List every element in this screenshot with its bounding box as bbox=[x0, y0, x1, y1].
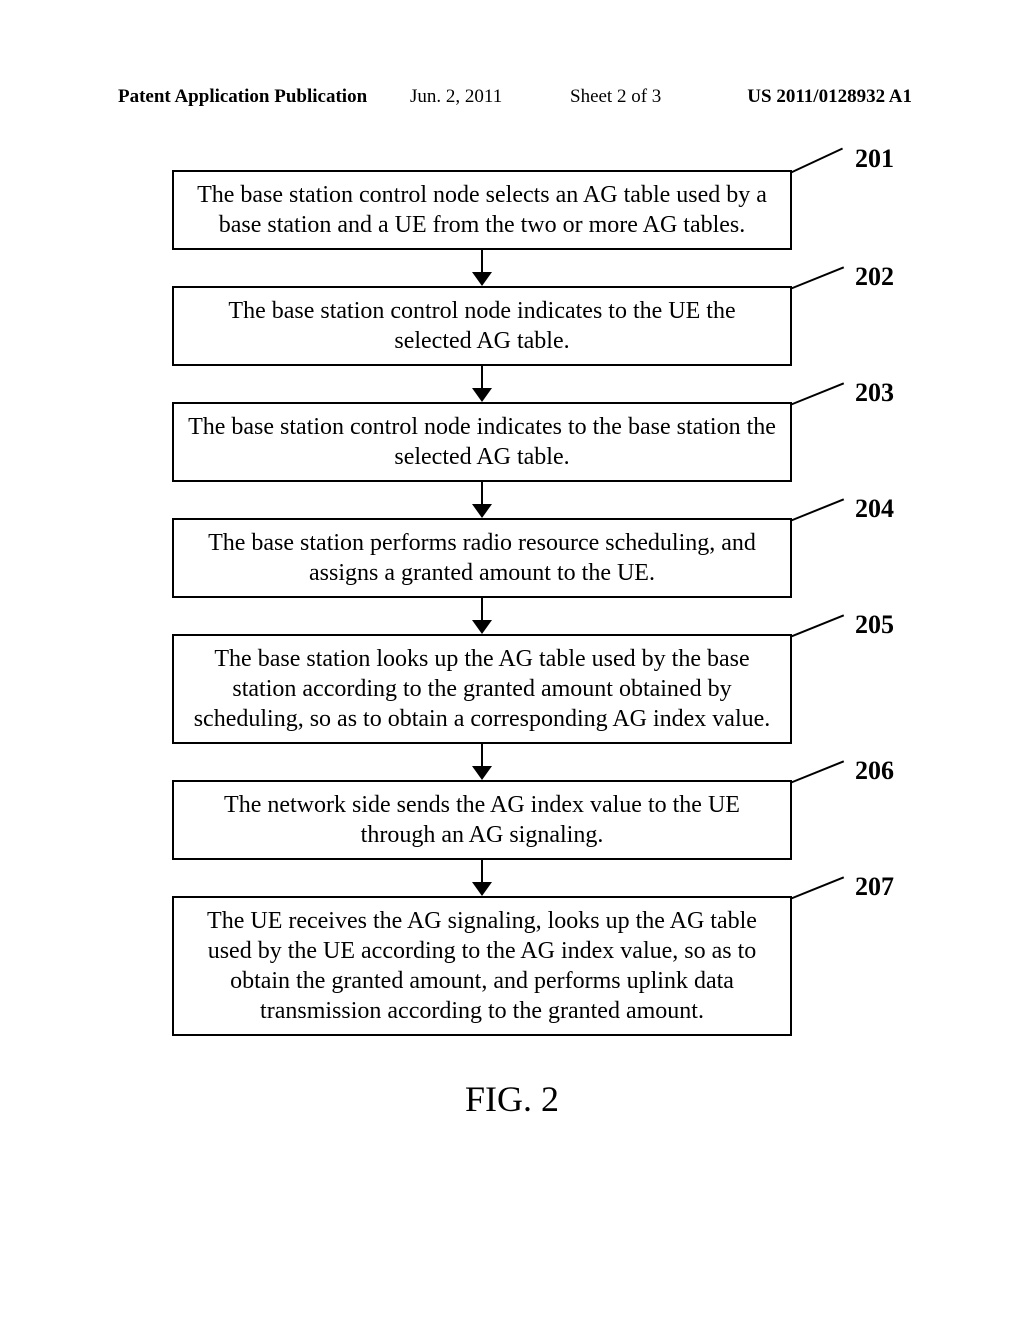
flow-box-text: The UE receives the AG signaling, looks … bbox=[207, 908, 757, 1024]
flow-box: The base station looks up the AG table u… bbox=[172, 634, 792, 744]
leader-line bbox=[790, 266, 845, 290]
step-label: 206 bbox=[855, 756, 894, 786]
flow-box: The UE receives the AG signaling, looks … bbox=[172, 896, 792, 1036]
flow-box-text: The base station control node indicates … bbox=[228, 298, 735, 354]
flow-arrow bbox=[172, 250, 792, 286]
leader-line bbox=[790, 614, 845, 638]
flow-step: 206The network side sends the AG index v… bbox=[152, 780, 872, 860]
flow-box-text: The base station control node selects an… bbox=[197, 182, 767, 238]
flow-step: 205The base station looks up the AG tabl… bbox=[152, 634, 872, 744]
arrow-head-icon bbox=[472, 620, 492, 634]
leader-line bbox=[790, 148, 843, 174]
flow-step: 203The base station control node indicat… bbox=[152, 402, 872, 482]
sheet-label: Sheet 2 of 3 bbox=[570, 86, 661, 108]
flow-box: The base station control node indicates … bbox=[172, 402, 792, 482]
step-label: 205 bbox=[855, 610, 894, 640]
arrow-head-icon bbox=[472, 272, 492, 286]
flow-arrow bbox=[172, 482, 792, 518]
flow-box: The base station performs radio resource… bbox=[172, 518, 792, 598]
leader-line bbox=[790, 382, 845, 406]
flow-step: 201The base station control node selects… bbox=[152, 170, 872, 250]
arrow-head-icon bbox=[472, 388, 492, 402]
step-label: 204 bbox=[855, 494, 894, 524]
publication-date: Jun. 2, 2011 bbox=[410, 86, 502, 108]
leader-line bbox=[790, 760, 845, 784]
flow-box-text: The base station looks up the AG table u… bbox=[194, 646, 771, 732]
flow-box-text: The base station performs radio resource… bbox=[208, 530, 756, 586]
leader-line bbox=[790, 876, 845, 900]
flow-step: 207The UE receives the AG signaling, loo… bbox=[152, 896, 872, 1036]
flow-box-text: The network side sends the AG index valu… bbox=[224, 792, 740, 848]
arrow-head-icon bbox=[472, 766, 492, 780]
publication-label: Patent Application Publication bbox=[118, 86, 367, 108]
flow-box: The network side sends the AG index valu… bbox=[172, 780, 792, 860]
flow-step: 204The base station performs radio resou… bbox=[152, 518, 872, 598]
step-label: 207 bbox=[855, 872, 894, 902]
arrow-head-icon bbox=[472, 882, 492, 896]
flow-box: The base station control node indicates … bbox=[172, 286, 792, 366]
flow-arrow bbox=[172, 744, 792, 780]
arrow-head-icon bbox=[472, 504, 492, 518]
step-label: 203 bbox=[855, 378, 894, 408]
flow-arrow bbox=[172, 366, 792, 402]
figure-caption: FIG. 2 bbox=[465, 1078, 559, 1120]
flowchart: 201The base station control node selects… bbox=[152, 170, 872, 1036]
page-root: Patent Application Publication Jun. 2, 2… bbox=[0, 0, 1024, 1320]
flow-box: The base station control node selects an… bbox=[172, 170, 792, 250]
flow-box-text: The base station control node indicates … bbox=[188, 414, 776, 470]
step-label: 202 bbox=[855, 262, 894, 292]
leader-line bbox=[790, 498, 845, 522]
flow-step: 202The base station control node indicat… bbox=[152, 286, 872, 366]
publication-number: US 2011/0128932 A1 bbox=[747, 86, 912, 108]
step-label: 201 bbox=[855, 144, 894, 174]
flow-arrow bbox=[172, 860, 792, 896]
flow-arrow bbox=[172, 598, 792, 634]
